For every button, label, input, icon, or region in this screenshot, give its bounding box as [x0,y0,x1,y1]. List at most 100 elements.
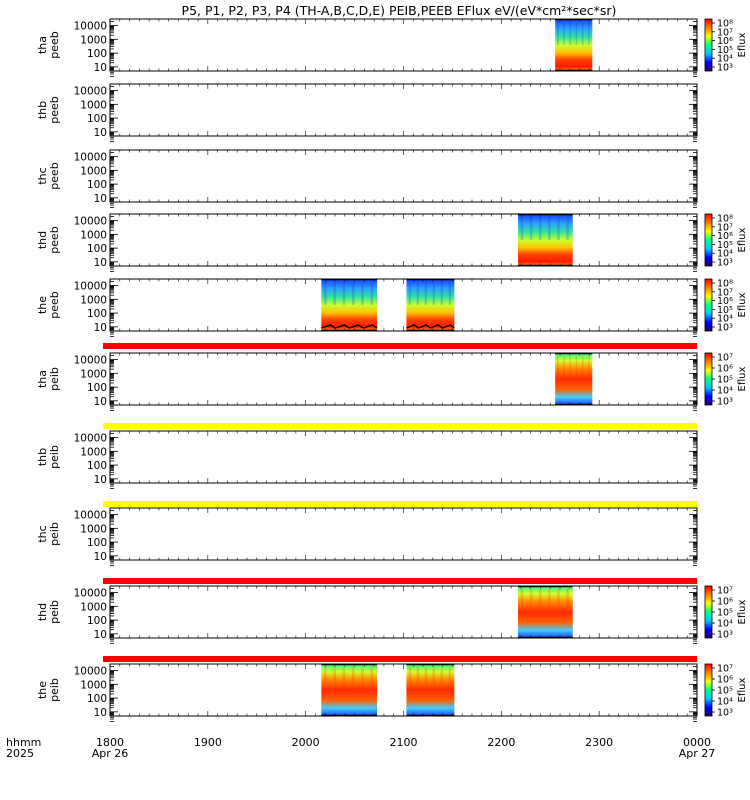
spectrogram-block [321,664,378,716]
colorbar-tick-label: 10⁴ [717,697,733,708]
y-tick-label: 10000 [74,666,107,678]
spectrogram-texture [581,21,584,45]
y-tick-label: 10000 [74,588,107,600]
colorbar-tick-label: 10⁴ [717,314,733,325]
y-tick-label: 10000 [74,281,107,293]
spectrogram-texture [529,588,533,612]
spectrogram-texture [333,281,336,305]
panel-frame [109,430,698,484]
spectrogram-texture [361,281,364,305]
colorbar-label: Eflux [737,366,748,391]
colorbar-tick-label: 10⁷ [717,222,733,233]
spectrogram-texture [538,216,542,240]
panel-frame [109,278,698,332]
panel-species-label: peeb [48,291,61,319]
spectrogram-texture [416,281,420,305]
spectrogram-texture [440,281,443,305]
spectrogram-texture [448,281,451,305]
panel-species-label: peeb [48,226,61,254]
spectrogram-texture [548,216,551,240]
colorbar-tick-label: 10⁴ [717,386,733,397]
y-tick-label: 10 [94,257,107,269]
panel-frame [109,585,698,639]
spectrogram-block [517,586,573,638]
spectrogram-block [321,279,378,331]
spectrogram-texture [342,281,346,305]
colorbar-tick-label: 10⁸ [717,214,733,225]
y-tick-label: 10000 [74,21,107,33]
y-tick-label: 1000 [80,679,107,691]
time-tick-label: 0000 [683,736,711,749]
y-tick-label: 100 [87,460,107,472]
colorbar-tick-label: 10⁶ [717,364,733,375]
y-tick-label: 10 [94,551,107,563]
panel-frame [109,18,698,72]
spectrogram-texture [575,355,578,379]
colorbar-tick-label: 10⁶ [717,231,733,242]
panel-probe-label: thd [36,603,49,621]
colorbar-tick-label: 10⁵ [717,375,733,386]
colorbar-label: Eflux [737,227,748,252]
panel-species-label: peib [48,445,61,469]
spectrogram-block [406,664,455,716]
spectrogram-texture [557,216,560,240]
y-tick-label: 100 [87,615,107,627]
y-tick-label: 10000 [74,216,107,228]
y-tick-label: 100 [87,382,107,394]
time-tick-sublabel: Apr 27 [679,747,716,760]
spectrogram-texture [587,355,590,379]
panel-species-label: peib [48,678,61,702]
spectrogram-texture [569,21,572,45]
colorbar [704,352,713,406]
figure-title: P5, P1, P2, P3, P4 (TH-A,B,C,D,E) PEIB,P… [182,3,617,18]
status-flag-bar [103,578,697,584]
spectrogram-texture [548,588,551,612]
colorbar [704,213,713,267]
y-tick-label: 1000 [80,229,107,241]
colorbar-tick-label: 10⁸ [717,19,733,30]
colorbar-tick-label: 10⁵ [717,608,733,619]
y-tick-label: 10 [94,474,107,486]
colorbar-tick-label: 10⁶ [717,36,733,47]
panel-probe-label: thd [36,231,49,249]
colorbar-tick-label: 10⁷ [717,287,733,298]
y-tick-label: 1000 [80,368,107,380]
panel-species-label: peeb [48,96,61,124]
spectrogram-texture [563,21,565,45]
spectrogram-texture [416,666,420,690]
spectrogram-texture [566,588,569,612]
spectrogram-texture [557,588,560,612]
spectrogram-texture [557,21,559,45]
time-tick-label: 1900 [194,736,222,749]
colorbar-tick-label: 10⁴ [717,54,733,65]
y-tick-label: 10000 [74,510,107,522]
y-tick-label: 1000 [80,34,107,46]
y-tick-label: 1000 [80,601,107,613]
spectrogram-texture [440,666,443,690]
panel-frame [109,149,698,203]
spectrogram-texture [342,666,346,690]
panel-probe-label: the [36,681,49,699]
panel-species-label: peeb [48,162,61,190]
panel-species-label: peeb [48,31,61,59]
spectrogram-block [406,279,455,331]
colorbar-tick-label: 10⁴ [717,249,733,260]
spectrogram-texture [581,355,584,379]
y-tick-label: 1000 [80,99,107,111]
y-tick-label: 10000 [74,86,107,98]
panel-species-label: peib [48,367,61,391]
colorbar-tick-label: 10⁵ [717,240,733,251]
y-tick-label: 100 [87,179,107,191]
spectrogram-texture [569,355,572,379]
y-tick-label: 1000 [80,165,107,177]
panel-frame [109,83,698,137]
potential-trace [406,324,455,329]
spectrogram-texture [351,666,355,690]
